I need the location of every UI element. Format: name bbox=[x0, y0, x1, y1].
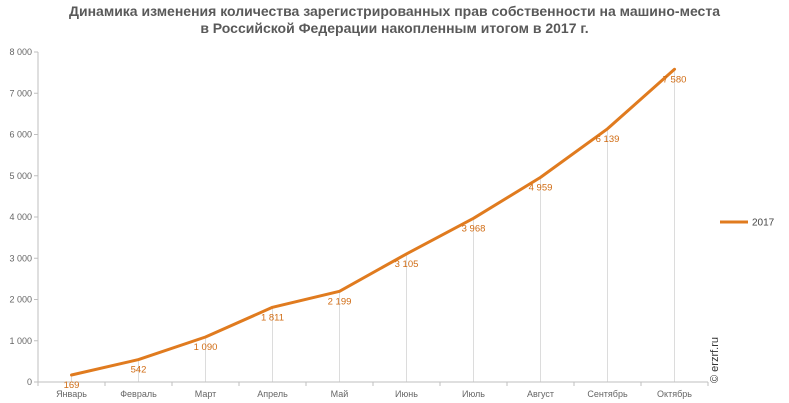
x-tick-label: Апрель bbox=[257, 389, 288, 399]
data-labels: 169 542 1 090 1 811 2 199 3 105 3 968 4 959 6 13… bbox=[64, 74, 687, 391]
x-tick-label: Март bbox=[195, 389, 217, 399]
x-tick-label: Февраль bbox=[120, 389, 157, 399]
data-label: 2 199 bbox=[328, 296, 352, 307]
y-tick-label: 8 000 bbox=[9, 47, 32, 57]
x-tick-label: Август bbox=[527, 389, 554, 399]
copyright-watermark: © erzrf.ru bbox=[709, 337, 721, 383]
legend: 2017 bbox=[720, 218, 775, 229]
series-2017 bbox=[70, 67, 676, 377]
y-tick-label: 2 000 bbox=[9, 295, 32, 305]
data-label: 7 580 bbox=[663, 74, 687, 85]
data-label: 1 811 bbox=[261, 312, 284, 323]
y-tick-label: 1 000 bbox=[9, 336, 32, 346]
drop-lines bbox=[71, 69, 675, 382]
y-tick-label: 3 000 bbox=[9, 253, 32, 263]
data-label: 1 090 bbox=[194, 342, 218, 353]
y-tick-label: 6 000 bbox=[9, 130, 32, 140]
data-label: 4 959 bbox=[529, 182, 553, 193]
data-label: 3 968 bbox=[462, 223, 486, 234]
data-label: 3 105 bbox=[395, 259, 419, 270]
y-tick-label: 7 000 bbox=[9, 88, 32, 98]
y-axis-ticks: 0 1 000 2 000 3 000 4 000 5 000 6 000 7 000 8 00… bbox=[9, 47, 38, 387]
x-tick-label: Октябрь bbox=[657, 389, 692, 399]
series-line-2017 bbox=[70, 67, 676, 377]
data-label: 542 bbox=[131, 365, 147, 376]
chart-title-line-1: Динамика изменения количества зарегистри… bbox=[69, 3, 720, 19]
x-tick-label: Июль bbox=[462, 389, 485, 399]
x-axis-ticks: Январь Февраль Март Апрель Май Июнь Июль Август… bbox=[37, 382, 709, 399]
legend-label-2017: 2017 bbox=[752, 218, 775, 229]
y-tick-label: 4 000 bbox=[9, 212, 32, 222]
data-label: 6 139 bbox=[596, 134, 620, 145]
x-tick-label: Сентябрь bbox=[587, 389, 628, 399]
chart-title-line-2: в Российской Федерации накопленным итого… bbox=[200, 20, 589, 36]
y-tick-label: 0 bbox=[27, 377, 32, 387]
x-tick-label: Январь bbox=[56, 389, 87, 399]
x-tick-label: Май bbox=[331, 389, 349, 399]
chart-title: Динамика изменения количества зарегистри… bbox=[0, 3, 789, 37]
y-tick-label: 5 000 bbox=[9, 171, 32, 181]
x-tick-label: Июнь bbox=[395, 389, 418, 399]
data-label: 169 bbox=[64, 380, 80, 391]
